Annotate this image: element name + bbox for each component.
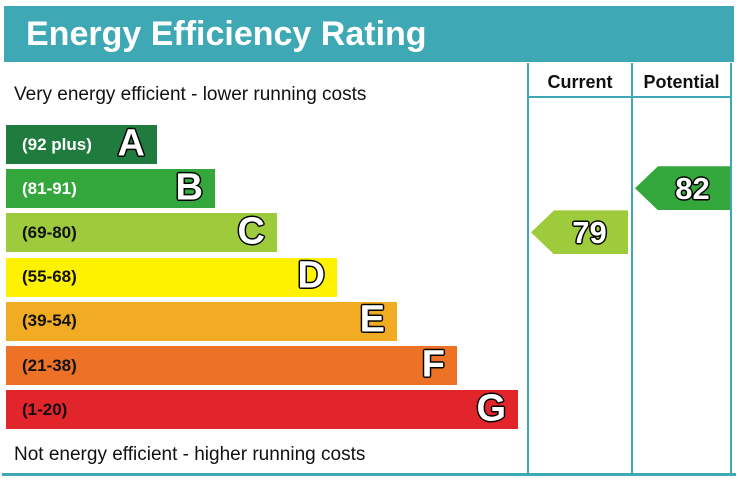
table-header-divider	[527, 96, 732, 98]
band-C: (69-80) C	[6, 210, 277, 253]
band-B-range: (81-91)	[22, 178, 77, 198]
band-E-letter: E	[359, 298, 385, 341]
band-F-range: (21-38)	[22, 355, 77, 375]
band-B-letter: B	[175, 166, 203, 209]
current-rating-value: 79	[572, 214, 607, 250]
band-F: (21-38) F	[6, 342, 457, 385]
current-column-header: Current	[547, 71, 613, 92]
bottom-note: Not energy efficient - higher running co…	[14, 444, 366, 465]
band-B: (81-91) B	[6, 166, 215, 209]
band-G-range: (1-20)	[22, 399, 68, 419]
potential-column-header: Potential	[643, 71, 720, 92]
potential-rating-arrow: 82	[635, 166, 730, 211]
band-E: (39-54) E	[6, 298, 397, 341]
table-left-border	[527, 63, 529, 474]
potential-rating-value: 82	[675, 170, 710, 206]
band-G: (1-20) G	[6, 387, 518, 430]
band-A-range: (92 plus)	[22, 134, 92, 154]
band-G-letter: G	[476, 387, 506, 430]
page-title: Energy Efficiency Rating	[26, 14, 427, 53]
band-D-letter: D	[297, 254, 325, 297]
top-note: Very energy efficient - lower running co…	[14, 84, 367, 105]
band-A: (92 plus) A	[6, 121, 157, 164]
band-C-range: (69-80)	[22, 222, 77, 242]
header-band: Energy Efficiency Rating	[4, 6, 734, 62]
bottom-rule	[2, 473, 736, 476]
band-E-range: (39-54)	[22, 311, 77, 331]
current-rating-arrow: 79	[531, 210, 628, 255]
band-F-letter: F	[421, 342, 445, 385]
band-D: (55-68) D	[6, 254, 337, 297]
band-A-letter: A	[117, 121, 145, 164]
band-D-range: (55-68)	[22, 267, 77, 287]
table-column-divider	[631, 63, 633, 474]
table-right-border	[730, 63, 732, 474]
band-C-letter: C	[237, 210, 265, 253]
